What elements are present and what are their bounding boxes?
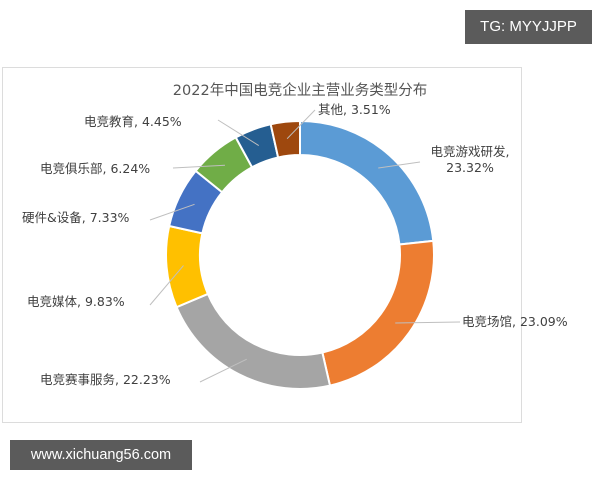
data-label: 其他, 3.51%	[318, 102, 391, 117]
data-label: 电竞教育, 4.45%	[84, 114, 182, 129]
leader-line	[378, 161, 421, 169]
leader-line	[395, 321, 461, 324]
leader-line	[286, 109, 316, 140]
data-labels: 电竞游戏研发, 23.32% 电竞场馆, 23.09% 电竞赛事服务, 22.23% 电…	[22, 102, 568, 387]
data-label: 电竞场馆, 23.09%	[462, 314, 568, 329]
donut-slice	[269, 119, 301, 159]
data-label: 电竞赛事服务, 22.23%	[40, 372, 171, 387]
data-label: 电竞媒体, 9.83%	[27, 294, 125, 309]
leader-line	[149, 265, 184, 306]
data-label: 电竞游戏研发, 23.32%	[431, 144, 510, 175]
chart-title: 2022年中国电竞企业主营业务类型分布	[173, 81, 427, 99]
leader-line	[199, 358, 247, 383]
data-label: 硬件&设备, 7.33%	[22, 210, 130, 225]
donut-slices	[165, 119, 435, 390]
leader-line	[217, 119, 260, 146]
leader-line	[149, 203, 195, 221]
site-watermark-badge: www.xichuang56.com	[10, 440, 192, 470]
data-label: 电竞俱乐部, 6.24%	[40, 161, 150, 176]
leader-lines	[149, 109, 461, 383]
tg-watermark-badge: TG: MYYJJPP	[465, 10, 592, 44]
leader-line	[172, 164, 225, 169]
